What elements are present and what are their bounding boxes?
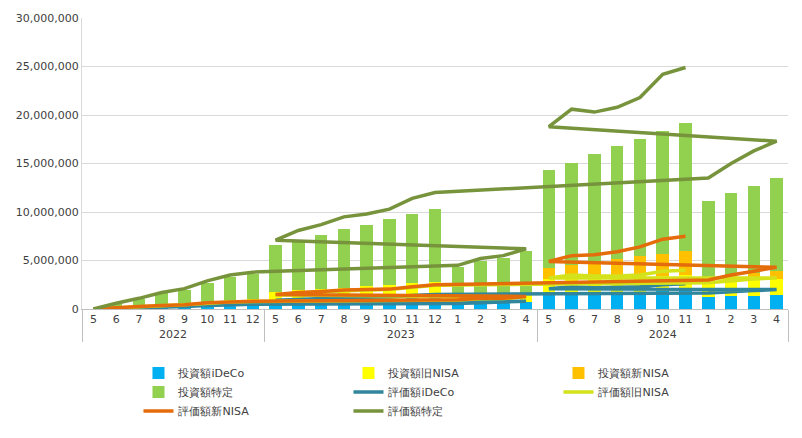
svg-text:20,000,000: 20,000,000	[16, 109, 79, 122]
svg-text:5,000,000: 5,000,000	[23, 254, 79, 267]
svg-text:25,000,000: 25,000,000	[16, 60, 79, 73]
svg-text:評価額旧NISA: 評価額旧NISA	[598, 386, 669, 399]
svg-text:3: 3	[500, 313, 507, 326]
svg-text:9: 9	[181, 313, 188, 326]
svg-text:4: 4	[773, 313, 780, 326]
svg-text:5: 5	[545, 313, 552, 326]
svg-text:1: 1	[705, 313, 712, 326]
svg-text:7: 7	[318, 313, 325, 326]
svg-text:8: 8	[340, 313, 347, 326]
svg-text:投資額新NISA: 投資額新NISA	[597, 367, 669, 380]
svg-text:投資額旧NISA: 投資額旧NISA	[387, 367, 459, 380]
svg-text:7: 7	[135, 313, 142, 326]
svg-text:6: 6	[568, 313, 575, 326]
svg-text:2: 2	[477, 313, 484, 326]
svg-text:評価額新NISA: 評価額新NISA	[178, 405, 249, 418]
svg-text:12: 12	[246, 313, 260, 326]
svg-text:9: 9	[636, 313, 643, 326]
svg-text:6: 6	[295, 313, 302, 326]
svg-text:3: 3	[750, 313, 757, 326]
svg-text:2: 2	[728, 313, 735, 326]
svg-text:10: 10	[382, 313, 396, 326]
svg-text:評価額特定: 評価額特定	[388, 405, 443, 418]
svg-text:10: 10	[656, 313, 670, 326]
svg-text:0: 0	[72, 303, 79, 316]
svg-text:1: 1	[454, 313, 461, 326]
svg-text:8: 8	[158, 313, 165, 326]
svg-text:5: 5	[90, 313, 97, 326]
svg-text:2022: 2022	[159, 328, 187, 341]
svg-text:11: 11	[223, 313, 237, 326]
svg-text:2023: 2023	[387, 328, 415, 341]
svg-text:6: 6	[113, 313, 120, 326]
svg-text:30,000,000: 30,000,000	[16, 12, 79, 25]
svg-text:8: 8	[614, 313, 621, 326]
svg-text:2024: 2024	[649, 328, 677, 341]
svg-text:10: 10	[200, 313, 214, 326]
svg-text:投資額iDeCo: 投資額iDeCo	[177, 367, 244, 380]
svg-text:投資額特定: 投資額特定	[177, 386, 233, 399]
svg-text:4: 4	[523, 313, 530, 326]
svg-text:9: 9	[363, 313, 370, 326]
svg-text:15,000,000: 15,000,000	[16, 157, 79, 170]
svg-text:11: 11	[405, 313, 419, 326]
svg-text:10,000,000: 10,000,000	[16, 206, 79, 219]
svg-text:評価額iDeCo: 評価額iDeCo	[388, 386, 454, 399]
svg-text:7: 7	[591, 313, 598, 326]
svg-text:11: 11	[679, 313, 693, 326]
svg-text:5: 5	[272, 313, 279, 326]
svg-text:12: 12	[428, 313, 442, 326]
